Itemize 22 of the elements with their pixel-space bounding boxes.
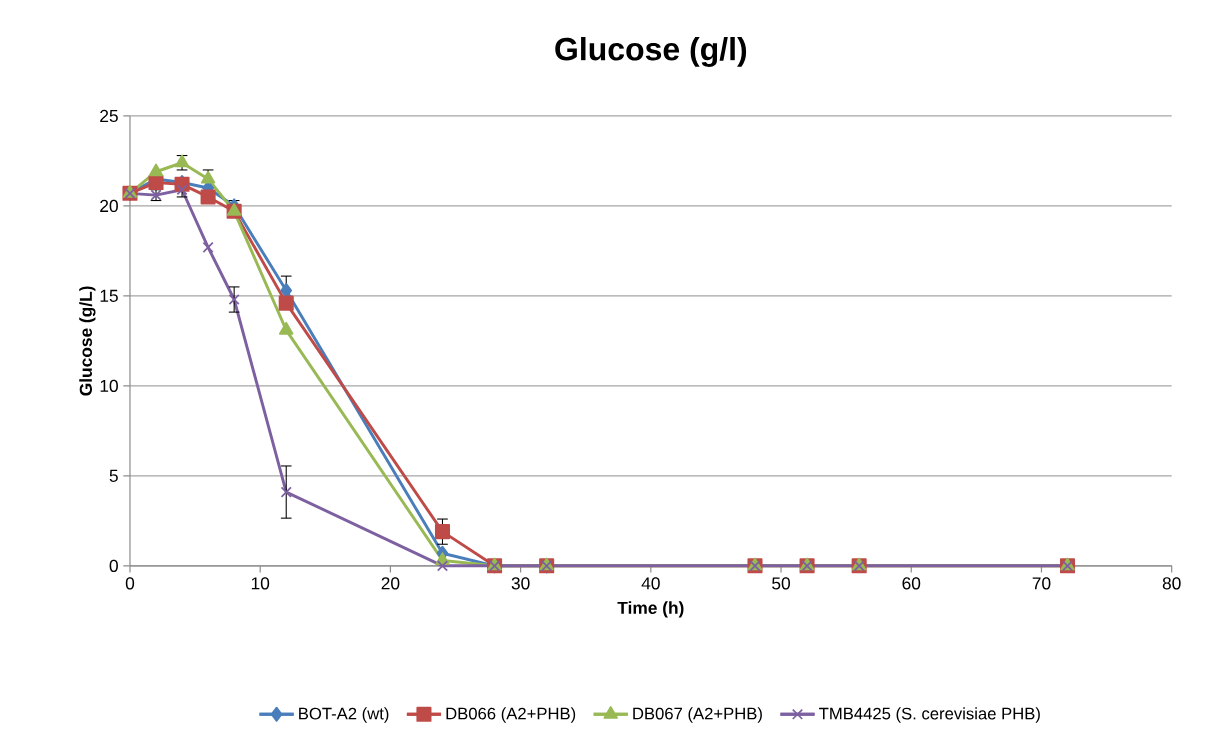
- legend-label: TMB4425 (S. cerevisiae PHB): [819, 707, 1040, 723]
- x-tick-label: 50: [772, 577, 790, 590]
- y-tick-label: 5: [109, 469, 118, 483]
- x-tick-label: 40: [641, 577, 660, 590]
- y-tick-label: 15: [100, 289, 118, 303]
- x-tick-label: 0: [125, 577, 135, 590]
- x-tick-label: 20: [381, 577, 400, 590]
- x-axis-title: Time (h): [617, 601, 684, 618]
- x-tick-label: 60: [902, 577, 921, 590]
- y-tick-label: 0: [109, 559, 118, 573]
- x-tick-label: 70: [1032, 577, 1051, 590]
- y-axis-title: Glucose (g/L): [79, 286, 96, 396]
- chart-title: Glucose (g/l): [555, 37, 747, 68]
- x-tick-label: 10: [251, 577, 270, 590]
- x-tick-label: 80: [1162, 577, 1181, 590]
- y-tick-label: 20: [100, 199, 118, 213]
- legend-label: BOT-A2 (wt): [299, 707, 389, 723]
- y-tick-label: 25: [100, 109, 118, 123]
- legend-label: DB066 (A2+PHB): [446, 707, 576, 723]
- legend-label: DB067 (A2+PHB): [633, 707, 762, 723]
- x-tick-label: 30: [511, 577, 530, 590]
- y-tick-label: 10: [100, 379, 118, 393]
